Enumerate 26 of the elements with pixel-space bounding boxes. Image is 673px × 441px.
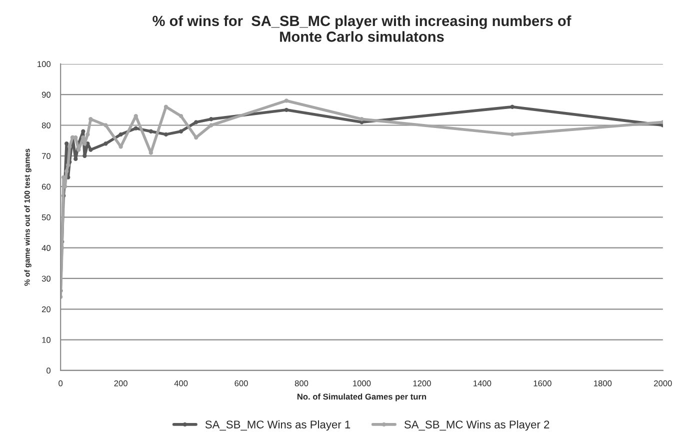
y-tick-label: 70 (42, 153, 51, 159)
legend-label: SA_SB_MC Wins as Player 1 (205, 420, 350, 431)
x-tick-label: 400 (174, 380, 188, 386)
x-tick-label: 600 (234, 380, 248, 386)
y-tick-label: 0 (46, 368, 51, 374)
legend-label: SA_SB_MC Wins as Player 2 (404, 420, 550, 431)
y-tick-label: 20 (42, 306, 51, 312)
x-axis-title: No. of Simulated Games per turn (297, 393, 426, 402)
x-tick-label: 1800 (594, 380, 612, 386)
x-tick-label: 1000 (353, 380, 371, 386)
x-tick-label: 2000 (654, 380, 672, 386)
y-tick-label: 10 (42, 336, 51, 343)
x-tick-label: 1600 (534, 380, 552, 386)
x-tick-label: 1400 (474, 380, 492, 386)
x-tick-label: 0 (58, 380, 63, 386)
chart-title: % of wins for SA_SB_MC player with increasing numbers of Monte Carlo simulatons (152, 15, 572, 42)
y-tick-label: 30 (42, 276, 51, 282)
x-tick-label: 200 (114, 380, 128, 386)
y-tick-label: 60 (42, 184, 51, 190)
y-tick-label: 50 (42, 214, 51, 220)
y-tick-label: 80 (42, 122, 51, 128)
x-tick-label: 800 (294, 380, 308, 386)
y-tick-label: 40 (42, 245, 51, 251)
x-tick-label: 1200 (413, 380, 431, 386)
y-tick-label: 100 (38, 61, 51, 68)
y-tick-label: 90 (42, 92, 51, 98)
